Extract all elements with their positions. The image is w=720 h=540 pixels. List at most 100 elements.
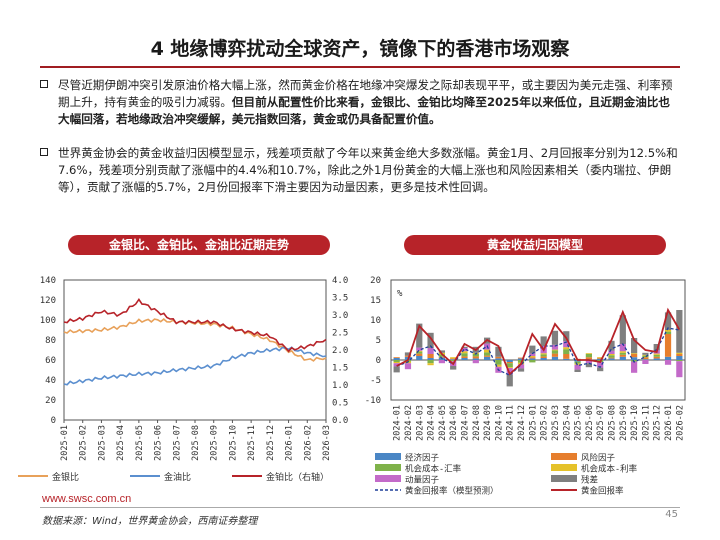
page-number: 45: [665, 509, 678, 520]
economic-factor-bar: [506, 360, 513, 362]
momentum-factor-bar: [585, 360, 592, 364]
x-tick-label: 2025-04: [116, 425, 126, 461]
residual-bar: [461, 346, 468, 348]
risk-factor-bar: [506, 362, 513, 364]
momentum-factor-bar: [619, 344, 626, 352]
x-tick-label: 2024-11: [506, 405, 516, 441]
x-tick-label: 2026-02: [303, 425, 313, 461]
economic-factor-bar: [563, 358, 570, 360]
paragraph-1: 尽管近期伊朗冲突引发原油价格大幅上涨，然而黄金价格在地缘冲突爆发之际却表现平平，…: [40, 77, 680, 128]
fx-cost-bar: [484, 352, 491, 356]
risk-factor-bar: [416, 353, 423, 356]
x-tick-label: 2025-07: [596, 405, 606, 441]
x-tick-label: 2024-05: [438, 405, 448, 441]
residual-bar: [642, 352, 649, 355]
residual-bar: [427, 332, 434, 348]
x-tick-label: 2025-02: [540, 405, 550, 441]
risk-factor-bar: [608, 357, 615, 359]
fx-cost-bar: [529, 360, 536, 363]
economic-factor-bar: [517, 358, 525, 360]
fx-cost-bar: [642, 355, 649, 358]
y2-tick-label: 2.5: [332, 329, 348, 339]
x-tick-label: 2025-11: [641, 405, 651, 441]
legend-label: 金油比: [164, 471, 191, 483]
fx-cost-bar: [619, 352, 626, 355]
x-tick-label: 2025-03: [97, 425, 107, 461]
momentum-factor-bar: [404, 363, 412, 370]
risk-factor-bar: [563, 354, 570, 359]
legend-label: 动量因子: [405, 475, 440, 486]
momentum-factor-bar: [631, 361, 638, 373]
risk-factor-bar: [619, 354, 626, 357]
legend-label: 黄金回报率: [581, 486, 624, 497]
fx-cost-bar: [438, 354, 445, 357]
legend-swatch: [375, 453, 401, 460]
risk-factor-bar: [517, 357, 525, 359]
rate-cost-bar: [450, 357, 457, 359]
rate-cost-bar: [608, 354, 615, 356]
residual-bar: [664, 312, 672, 330]
x-tick-label: 2025-09: [619, 405, 629, 441]
y-tick-label: 80: [45, 336, 56, 346]
legend-swatch: [375, 464, 401, 471]
risk-factor-bar: [404, 355, 412, 357]
residual-bar: [529, 345, 536, 354]
economic-factor-bar: [416, 356, 423, 360]
x-tick-label: 2024-08: [472, 405, 482, 441]
legend-label: 机会成本-利率: [581, 464, 638, 475]
y-tick-label: 0: [51, 416, 56, 426]
legend-label: 经济因子: [405, 453, 440, 464]
momentum-factor-bar: [563, 341, 570, 348]
x-tick-label: 2024-01: [393, 405, 403, 441]
x-tick-label: 2025-12: [266, 425, 276, 461]
y2-tick-label: 1.0: [332, 381, 348, 391]
x-tick-label: 2024-07: [461, 405, 471, 441]
residual-bar: [506, 374, 513, 387]
fx-cost-bar: [664, 331, 672, 334]
y-tick-label: 0: [376, 356, 381, 366]
rate-cost-bar: [540, 353, 547, 355]
momentum-factor-bar: [642, 360, 649, 364]
y-tick-label: 20: [370, 276, 381, 286]
rate-cost-bar: [495, 364, 502, 367]
fx-cost-bar: [631, 360, 638, 362]
x-tick-label: 2025-09: [210, 425, 220, 461]
footer-url[interactable]: www.swsc.com.cn: [42, 493, 132, 505]
y-tick-label: 40: [45, 376, 56, 386]
risk-factor-bar: [484, 355, 491, 357]
x-tick-label: 2025-05: [135, 425, 145, 461]
residual-bar: [404, 352, 412, 356]
x-tick-label: 2025-10: [228, 425, 238, 461]
rate-cost-bar: [416, 350, 423, 352]
risk-factor-bar: [450, 358, 457, 360]
risk-factor-bar: [676, 354, 683, 356]
momentum-factor-bar: [461, 348, 468, 352]
momentum-factor-bar: [608, 350, 615, 354]
y-tick-label: 20: [45, 396, 56, 406]
economic-factor-bar: [664, 356, 672, 360]
y2-tick-label: 0.0: [332, 416, 348, 426]
residual-bar: [517, 368, 525, 372]
momentum-factor-bar: [551, 344, 559, 350]
gold-platinum-ratio-line: [63, 297, 327, 353]
risk-factor-bar: [664, 334, 672, 357]
y-tick-label: 60: [45, 356, 56, 366]
risk-factor-bar: [551, 353, 559, 357]
y-tick-label: 120: [40, 296, 56, 306]
economic-factor-bar: [472, 358, 479, 360]
y-tick-label: -10: [365, 396, 381, 406]
momentum-factor-bar: [506, 368, 513, 375]
legend-swatch: [375, 475, 401, 482]
bullet-square-icon: [40, 148, 48, 156]
residual-bar: [551, 330, 559, 345]
rate-cost-bar: [653, 353, 660, 355]
rate-cost-bar: [484, 349, 491, 353]
rate-cost-bar: [427, 363, 434, 366]
economic-factor-bar: [495, 358, 502, 360]
residual-bar: [653, 344, 660, 351]
rate-cost-bar: [631, 353, 638, 354]
rate-cost-bar: [461, 351, 468, 354]
x-tick-label: 2025-03: [551, 405, 561, 441]
fx-cost-bar: [450, 360, 457, 362]
economic-factor-bar: [461, 358, 468, 360]
